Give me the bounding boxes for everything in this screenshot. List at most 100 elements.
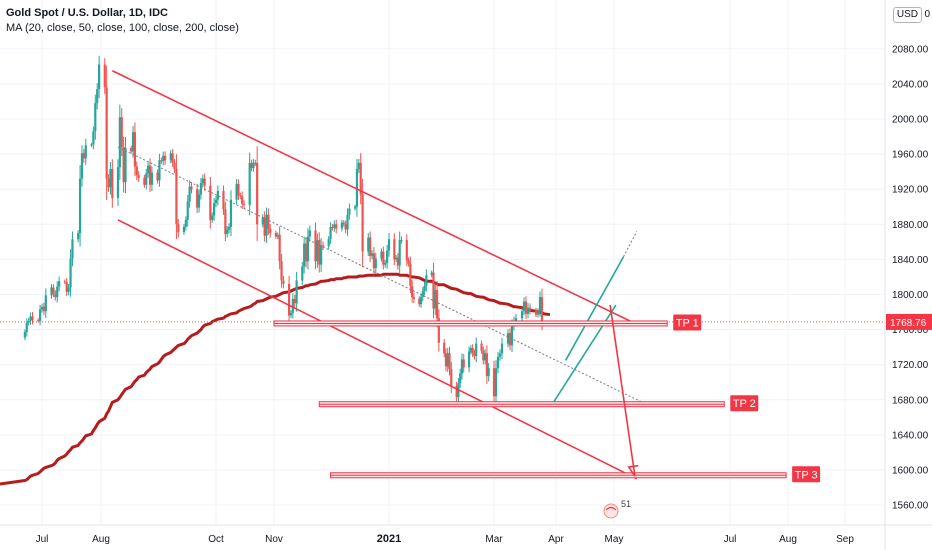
candle-body bbox=[184, 219, 187, 227]
candle bbox=[252, 159, 255, 172]
candle bbox=[498, 349, 502, 361]
candle bbox=[280, 253, 283, 288]
candle-body bbox=[386, 250, 389, 263]
candle bbox=[462, 354, 465, 373]
candle bbox=[331, 224, 334, 231]
candle bbox=[484, 349, 487, 365]
candle bbox=[372, 246, 376, 275]
tp-label-box[interactable] bbox=[730, 395, 759, 412]
ma-200-layer bbox=[0, 272, 551, 486]
candle bbox=[130, 145, 133, 154]
y-tick-label: 2000.00 bbox=[892, 115, 929, 126]
candle bbox=[94, 94, 97, 140]
event-icon[interactable] bbox=[603, 503, 619, 519]
candle-body bbox=[405, 240, 408, 261]
candle bbox=[158, 153, 161, 187]
candle-body bbox=[340, 222, 343, 229]
candle bbox=[105, 66, 108, 200]
candle bbox=[224, 202, 227, 242]
candle bbox=[425, 269, 428, 292]
tp-label-box[interactable] bbox=[792, 466, 821, 483]
candle bbox=[374, 252, 377, 274]
candle bbox=[226, 226, 229, 238]
rising-channel-lower[interactable] bbox=[553, 304, 617, 402]
candle bbox=[295, 271, 298, 312]
candle-body bbox=[103, 64, 106, 88]
candle-body bbox=[538, 297, 542, 312]
candle-body bbox=[265, 214, 268, 236]
candle-body bbox=[122, 147, 125, 183]
candle-body bbox=[56, 286, 59, 298]
candle-body bbox=[387, 239, 391, 251]
candle bbox=[384, 259, 387, 268]
indicator-legend[interactable]: MA (20, close, 50, close, 100, close, 20… bbox=[6, 22, 239, 34]
descending-channel-upper[interactable] bbox=[111, 70, 640, 326]
candle bbox=[450, 361, 453, 393]
candle bbox=[526, 303, 530, 319]
candle-body bbox=[84, 145, 87, 159]
candles-layer bbox=[23, 55, 544, 405]
candle bbox=[506, 329, 510, 348]
candle-body bbox=[411, 285, 414, 298]
candle-body bbox=[418, 298, 421, 305]
candle-body bbox=[40, 306, 44, 310]
candle-body bbox=[395, 257, 398, 260]
candle-body bbox=[44, 295, 47, 312]
candle-body bbox=[306, 236, 310, 262]
drawings-layer[interactable]: TP 1 TP 2 TP 3 51 bbox=[0, 70, 885, 519]
candle bbox=[67, 283, 70, 296]
candle bbox=[120, 108, 123, 156]
candle-body bbox=[450, 369, 453, 386]
candle-body bbox=[248, 162, 251, 205]
candle-body bbox=[469, 348, 472, 352]
candle-body bbox=[534, 310, 538, 315]
candle bbox=[418, 296, 421, 307]
projection-arrow-shaft[interactable] bbox=[609, 304, 636, 477]
candle-body bbox=[97, 64, 101, 90]
candle bbox=[116, 159, 120, 207]
candle-body bbox=[412, 297, 416, 299]
candle-body bbox=[131, 132, 135, 152]
candle bbox=[536, 308, 540, 318]
candle-body bbox=[434, 290, 437, 309]
rising-channel-upper[interactable] bbox=[564, 256, 625, 361]
candle-body bbox=[96, 89, 99, 104]
candle bbox=[320, 238, 323, 272]
candle-body bbox=[111, 169, 114, 198]
candle-body bbox=[78, 178, 82, 234]
candle-body bbox=[301, 266, 304, 281]
descending-channel-lower[interactable] bbox=[117, 219, 638, 480]
x-tick-label: Aug bbox=[92, 534, 110, 545]
candle-body bbox=[256, 162, 259, 225]
candle-body bbox=[321, 245, 325, 247]
tp-label-box[interactable] bbox=[673, 314, 702, 331]
candle bbox=[473, 349, 476, 360]
event-count: 51 bbox=[621, 499, 631, 509]
candle-body bbox=[143, 177, 146, 185]
candle bbox=[318, 232, 321, 273]
symbol-title[interactable]: Gold Spot / U.S. Dollar, 1D, IDC bbox=[6, 7, 168, 19]
candle bbox=[508, 328, 512, 351]
candle-body bbox=[346, 214, 349, 230]
candle bbox=[201, 174, 204, 188]
candle-body bbox=[80, 153, 84, 179]
candle-body bbox=[160, 160, 163, 162]
candle bbox=[348, 203, 351, 220]
candle bbox=[306, 228, 310, 270]
candle bbox=[524, 296, 528, 320]
candle bbox=[78, 165, 82, 247]
candle-body bbox=[407, 260, 410, 264]
candle-body bbox=[186, 201, 189, 220]
candle bbox=[303, 236, 306, 274]
y-tick-label: 1960.00 bbox=[892, 150, 929, 161]
candle-body bbox=[528, 307, 532, 311]
candle-body bbox=[54, 293, 57, 298]
candle bbox=[131, 126, 135, 158]
candle-body bbox=[71, 239, 74, 259]
candle bbox=[124, 137, 127, 194]
candle-body bbox=[295, 280, 298, 304]
candle-body bbox=[50, 287, 53, 296]
currency-selector[interactable]: USD bbox=[892, 7, 922, 23]
candle-body bbox=[384, 262, 387, 265]
